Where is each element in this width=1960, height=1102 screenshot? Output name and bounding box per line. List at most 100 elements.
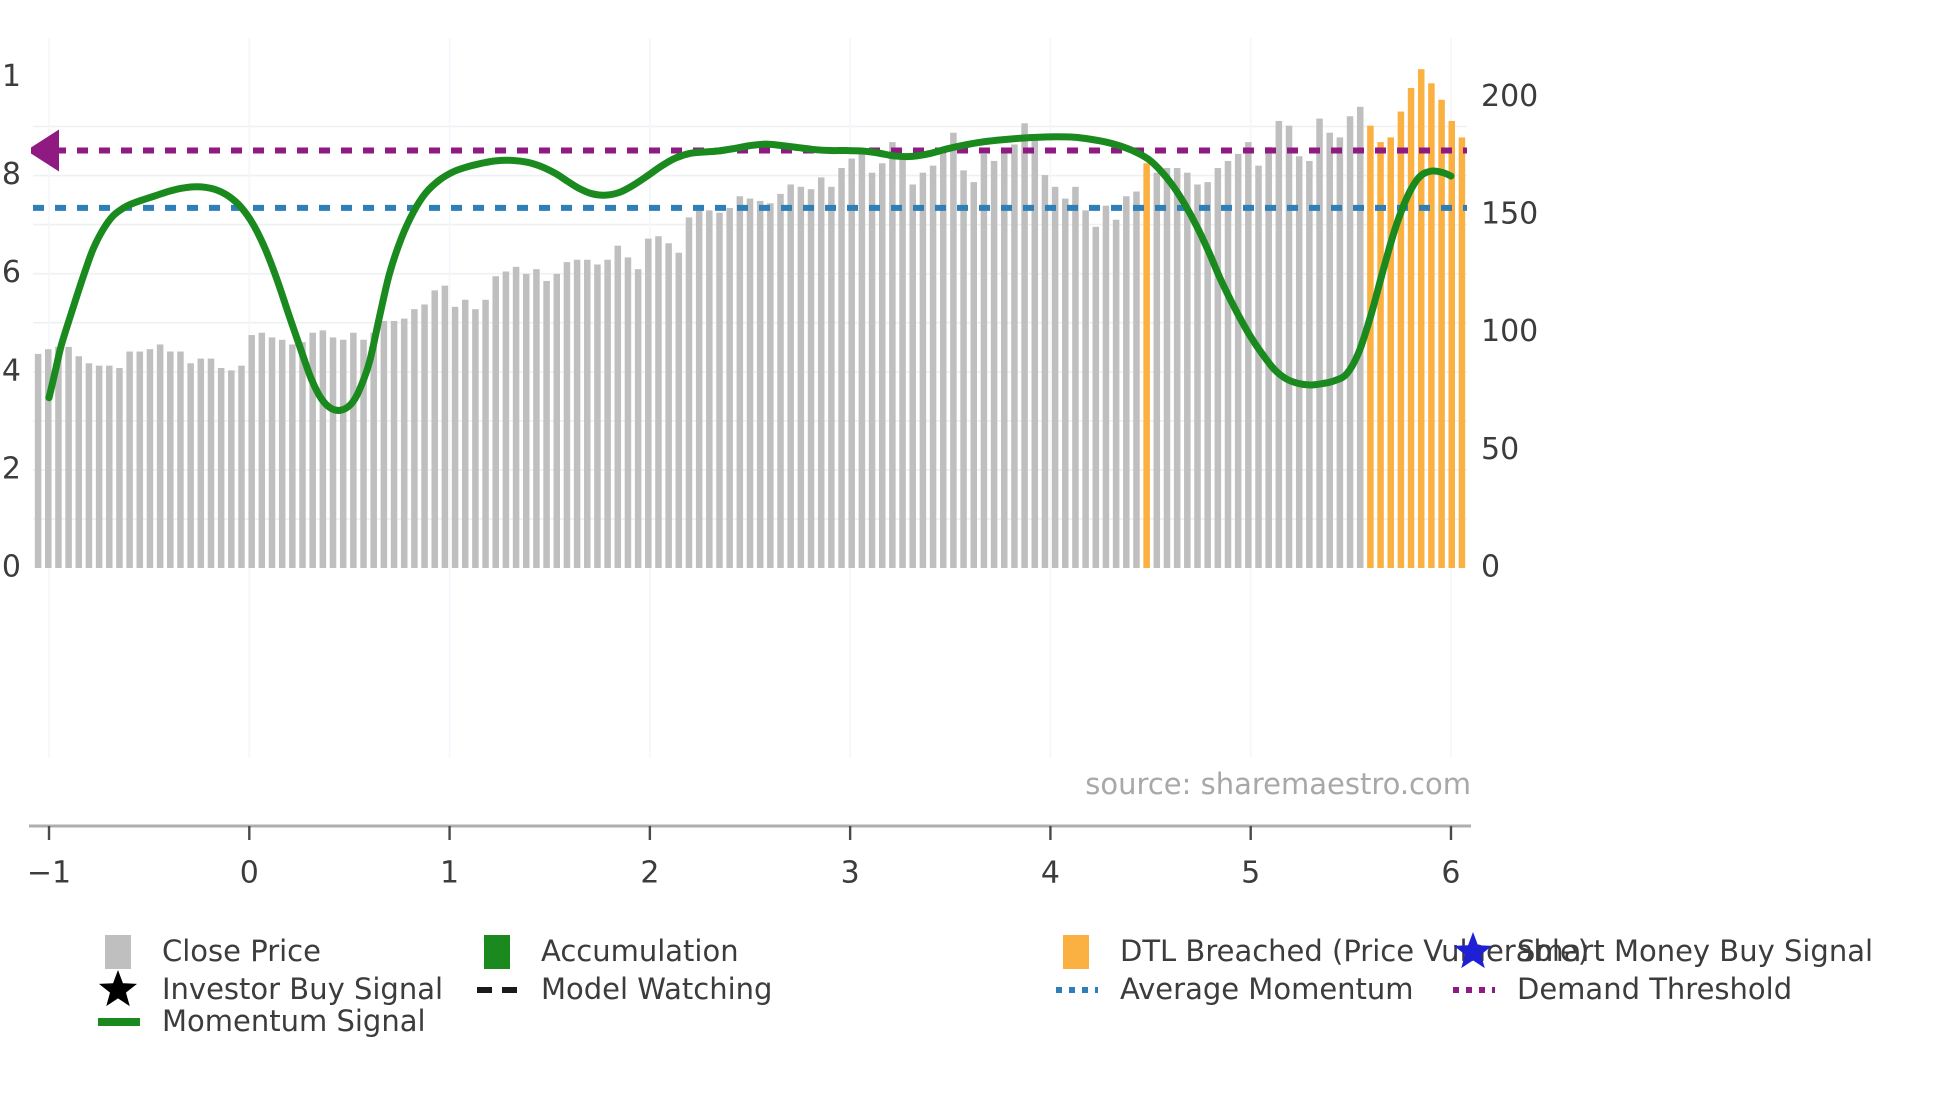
close-price-bar <box>1316 118 1323 568</box>
close-price-bar <box>1194 184 1201 568</box>
close-price-bar <box>75 356 83 568</box>
close-price-bar <box>1001 151 1008 568</box>
close-price-bar <box>116 368 123 568</box>
legend-swatch-icon <box>105 935 131 969</box>
close-price-bar <box>929 165 937 568</box>
legend-item-close-price[interactable]: Close Price <box>105 934 321 969</box>
close-price-bar <box>899 158 906 568</box>
close-price-bar <box>726 208 733 568</box>
close-price-bar <box>604 259 611 568</box>
left-axis-tick-label: 0.4 <box>0 353 21 388</box>
close-price-bar <box>1346 116 1354 569</box>
x-axis-tick-label: −1 <box>27 856 71 891</box>
close-price-bar <box>85 363 93 568</box>
x-axis-tick-label: 5 <box>1241 856 1260 891</box>
dtl-breached-bar <box>1428 83 1435 568</box>
dtl-breached-bar <box>1387 137 1394 568</box>
close-price-bar <box>838 168 845 568</box>
momentum-line-layer <box>45 133 1455 414</box>
bars-layer <box>34 69 1466 569</box>
legend-swatch-icon <box>484 935 510 969</box>
close-price-bar <box>950 132 957 568</box>
close-price-bar <box>1112 219 1120 568</box>
legend-item-label: Close Price <box>162 934 321 968</box>
legend-item-label: DTL Breached (Price Vulnerable) <box>1120 934 1589 968</box>
close-price-bar <box>858 153 866 568</box>
close-price-bar <box>573 259 581 568</box>
close-price-bar <box>1153 172 1161 568</box>
close-price-bar <box>1123 196 1130 569</box>
close-price-bar <box>1051 186 1059 568</box>
close-price-bar <box>828 186 835 568</box>
close-price-bar <box>939 153 947 568</box>
close-price-bar <box>238 365 245 568</box>
close-price-bar <box>167 351 174 568</box>
close-price-bar <box>634 269 642 568</box>
legend-item-model-watching[interactable]: Model Watching <box>477 972 772 1006</box>
legend-item-label: Accumulation <box>541 934 739 968</box>
x-axis-tick-label: 6 <box>1441 856 1460 891</box>
legend-item-accumulation[interactable]: Accumulation <box>484 934 739 969</box>
left-axis-tick-label: 0.2 <box>0 451 21 486</box>
momentum-signal-line <box>45 133 1455 414</box>
close-price-bar <box>563 262 571 568</box>
close-price-bar <box>126 351 133 568</box>
close-price-bar <box>187 363 194 568</box>
close-price-bar <box>909 184 916 568</box>
close-price-bar <box>258 332 266 568</box>
close-price-bar <box>1021 123 1028 568</box>
close-price-bar <box>807 189 815 568</box>
close-price-bar <box>655 236 662 569</box>
close-price-bar <box>848 158 855 568</box>
close-price-bar <box>441 285 449 568</box>
close-price-bar <box>1082 210 1089 568</box>
legend-item-investor-buy-signal[interactable]: Investor Buy Signal <box>98 970 443 1007</box>
close-price-bar <box>695 210 703 568</box>
right-axis-tick-label: 200 <box>1481 79 1538 114</box>
legend-item-label: Average Momentum <box>1120 972 1414 1006</box>
close-price-bar <box>482 299 489 568</box>
legend-item-dtl-breached[interactable]: DTL Breached (Price Vulnerable) <box>1063 934 1589 969</box>
close-price-bar <box>716 212 723 568</box>
dtl-breached-bar <box>1407 88 1415 568</box>
close-price-bar <box>34 353 42 568</box>
close-price-bar <box>523 273 530 568</box>
close-price-bar <box>533 269 540 568</box>
close-price-bar <box>472 309 479 568</box>
close-price-bar <box>685 217 693 568</box>
legend-item-average-momentum[interactable]: Average Momentum <box>1056 972 1414 1006</box>
legend-item-label: Model Watching <box>541 972 772 1006</box>
close-price-bar <box>228 370 235 568</box>
x-axis-tick-label: 0 <box>240 856 259 891</box>
close-price-bar <box>1356 106 1364 568</box>
close-price-bar <box>878 163 886 569</box>
close-price-bar <box>1234 153 1242 568</box>
legend-item-momentum-signal[interactable]: Momentum Signal <box>98 1004 426 1038</box>
source-attribution: source: sharemaestro.com <box>1085 767 1471 801</box>
source-attribution-text: source: sharemaestro.com <box>1085 767 1471 801</box>
close-price-bar <box>777 193 784 568</box>
legend-item-demand-threshold[interactable]: Demand Threshold <box>1453 972 1792 1006</box>
star-icon <box>1453 932 1493 969</box>
close-price-bar <box>645 238 652 568</box>
close-price-bar <box>289 344 296 568</box>
close-price-bar <box>746 198 754 568</box>
close-price-bar <box>492 276 499 568</box>
close-price-bar <box>767 203 774 569</box>
close-price-bar <box>146 349 154 568</box>
close-price-bar <box>1062 198 1069 568</box>
close-price-bar <box>1072 186 1079 568</box>
star-icon <box>98 970 138 1007</box>
close-price-bar <box>339 339 347 568</box>
dtl-breached-bar <box>1377 142 1384 568</box>
close-price-bar <box>502 271 510 568</box>
close-price-bar <box>797 186 805 568</box>
close-price-bar <box>675 252 683 568</box>
close-price-bar <box>1031 139 1039 568</box>
x-axis-tick-label: 2 <box>640 856 659 891</box>
legend-item-smart-money-buy-signal[interactable]: Smart Money Buy Signal <box>1453 932 1873 969</box>
close-price-bar <box>817 177 825 568</box>
close-price-bar <box>136 351 144 568</box>
